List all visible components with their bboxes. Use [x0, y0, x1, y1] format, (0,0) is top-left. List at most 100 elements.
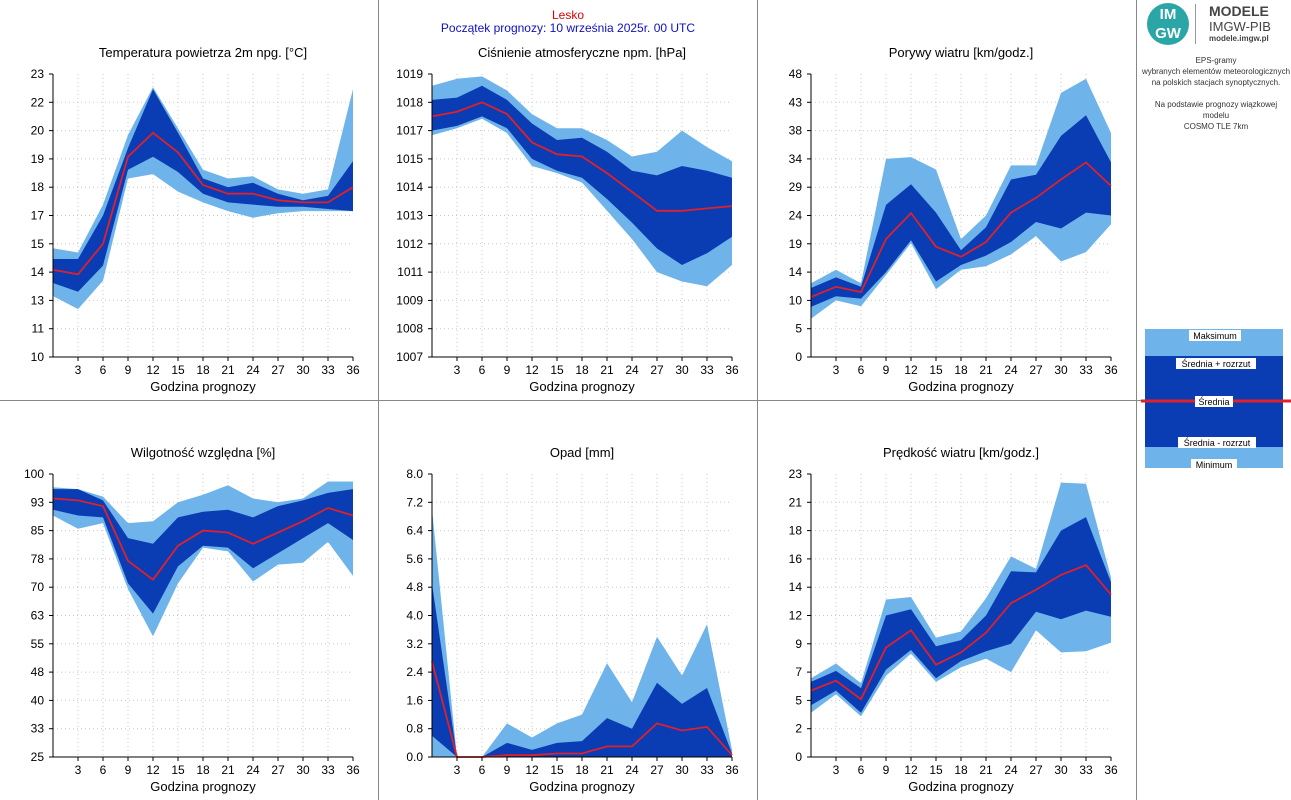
- y-tick-label: 11: [32, 322, 45, 336]
- badge-top-text: IM: [1159, 6, 1177, 23]
- x-tick-label: 9: [883, 763, 890, 777]
- y-tick-label: 10: [789, 293, 803, 307]
- y-tick-label: 0: [795, 350, 802, 364]
- legend-label-bg-mean-plus: [1176, 358, 1256, 369]
- y-tick-label: 63: [31, 609, 45, 623]
- y-tick-label: 7: [795, 665, 802, 679]
- y-tick-label: 6.4: [406, 524, 423, 538]
- logo-url: modele.imgw.pl: [1209, 34, 1269, 43]
- y-tick-label: 40: [31, 693, 45, 707]
- series-mean-line: [52, 131, 354, 276]
- x-tick-label: 33: [321, 763, 335, 777]
- y-tick-label: 19: [789, 237, 803, 251]
- legend-label-bg-mean-minus: [1178, 437, 1256, 448]
- y-tick-label: 1009: [396, 293, 423, 307]
- x-tick-label: 30: [296, 763, 310, 777]
- y-tick-label: 43: [789, 95, 803, 109]
- y-tick-label: 0: [795, 750, 802, 764]
- x-tick-label: 6: [858, 763, 865, 777]
- legend-label-mean-minus: Średnia - rozrzut: [1184, 437, 1251, 448]
- series-spread-band: [53, 489, 353, 614]
- y-tick-label: 70: [31, 580, 45, 594]
- series-spread-band: [53, 89, 353, 292]
- side-info: EPS-gramy wybranych elementów meteorolog…: [1141, 55, 1291, 132]
- x-tick-label: 6: [479, 363, 486, 377]
- x-tick-label: 36: [725, 363, 739, 377]
- x-tick-label: 30: [1054, 363, 1068, 377]
- y-tick-label: 18: [789, 524, 803, 538]
- y-tick-label: 48: [789, 67, 803, 81]
- series-spread-band: [811, 517, 1111, 713]
- y-tick-label: 17: [31, 209, 45, 223]
- x-tick-label: 24: [625, 363, 639, 377]
- x-axis-title: Godzina prognozy: [529, 779, 635, 794]
- x-tick-label: 3: [75, 363, 82, 377]
- series-spread-band: [432, 583, 732, 757]
- x-tick-label: 21: [600, 363, 614, 377]
- x-tick-label: 3: [454, 763, 461, 777]
- y-tick-label: 5: [795, 322, 802, 336]
- y-tick-label: 1015: [396, 152, 423, 166]
- y-tick-label: 1008: [396, 322, 423, 336]
- y-tick-label: 1013: [396, 209, 423, 223]
- x-tick-label: 27: [271, 763, 285, 777]
- x-tick-label: 30: [296, 363, 310, 377]
- y-tick-label: 25: [31, 750, 45, 764]
- side-info-line1: EPS-gramy: [1195, 56, 1237, 65]
- y-tick-label: 12: [789, 609, 803, 623]
- x-tick-label: 24: [1004, 363, 1018, 377]
- chart-title: Temperatura powietrza 2m npg. [°C]: [99, 45, 307, 60]
- legend-label-max: Maksimum: [1193, 331, 1237, 341]
- x-axis-title: Godzina prognozy: [908, 379, 1014, 394]
- y-tick-label: 3.2: [406, 637, 423, 651]
- series-mean-line: [810, 564, 1112, 701]
- x-tick-label: 36: [346, 363, 360, 377]
- x-tick-label: 21: [979, 763, 993, 777]
- y-tick-label: 23: [31, 67, 45, 81]
- y-tick-label: 14: [789, 265, 803, 279]
- x-tick-label: 6: [100, 763, 107, 777]
- legend-label-bg-max: [1189, 330, 1241, 341]
- y-tick-label: 24: [789, 209, 803, 223]
- chart-panel-5: 0.00.81.62.43.24.04.85.66.47.28.03 6 9 12 15…: [406, 445, 739, 794]
- y-tick-label: 48: [31, 665, 45, 679]
- x-tick-label: 12: [904, 763, 918, 777]
- x-tick-label: 18: [954, 363, 968, 377]
- x-axis-title: Godzina prognozy: [150, 379, 256, 394]
- x-tick-label: 12: [146, 363, 160, 377]
- x-tick-label: 24: [246, 363, 260, 377]
- side-info-line2: wybranych elementów meteorologicznych: [1141, 67, 1291, 76]
- y-tick-label: 1012: [396, 237, 423, 251]
- badge-bottom-text: GW: [1155, 25, 1181, 42]
- chart-title: Porywy wiatru [km/godz.]: [889, 45, 1034, 60]
- chart-panel-2: 1007 1008 1009 1011 1012 1013 1014 1015 1017 1018…: [396, 45, 739, 394]
- y-tick-label: 29: [789, 180, 803, 194]
- y-tick-label: 1014: [396, 180, 423, 194]
- y-tick-label: 7.2: [406, 495, 423, 509]
- x-tick-label: 36: [1104, 763, 1118, 777]
- x-tick-label: 18: [954, 763, 968, 777]
- x-tick-label: 21: [221, 763, 235, 777]
- logo-separator: [1195, 4, 1196, 44]
- y-tick-label: 23: [789, 467, 803, 481]
- x-tick-label: 12: [525, 763, 539, 777]
- y-tick-label: 1018: [396, 95, 423, 109]
- x-tick-label: 3: [454, 363, 461, 377]
- y-tick-label: 15: [31, 237, 45, 251]
- x-tick-label: 9: [883, 363, 890, 377]
- chart-title: Wilgotność względna [%]: [131, 445, 276, 460]
- x-tick-label: 18: [575, 363, 589, 377]
- x-tick-label: 6: [479, 763, 486, 777]
- side-info-line5: COSMO TLE 7km: [1183, 122, 1249, 131]
- y-tick-label: 78: [31, 552, 45, 566]
- series-spread-band: [811, 115, 1111, 307]
- series-spread-band: [432, 85, 732, 265]
- y-tick-label: 5.6: [406, 552, 423, 566]
- x-axis-title: Godzina prognozy: [529, 379, 635, 394]
- y-tick-label: 2.4: [406, 665, 423, 679]
